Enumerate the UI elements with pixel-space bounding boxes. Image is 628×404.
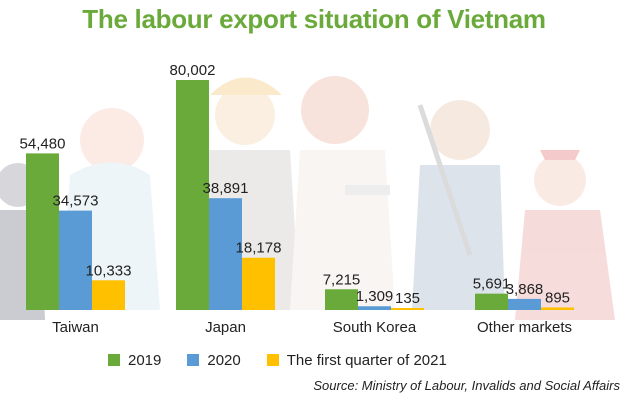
bar-south-korea-2020 (358, 306, 391, 310)
value-label-south-korea-q1-2021: 135 (395, 290, 420, 307)
category-label-japan: Japan (205, 319, 246, 336)
bar-south-korea-2019 (325, 289, 358, 310)
figure-chef-body (290, 150, 395, 310)
bar-south-korea-q1-2021 (391, 308, 424, 310)
figure-tray (345, 185, 390, 195)
value-label-south-korea-2020: 1,309 (356, 288, 394, 305)
category-label-other-markets: Other markets (477, 319, 572, 336)
value-label-taiwan-q1-2021: 10,333 (86, 262, 132, 279)
bar-taiwan-q1-2021 (92, 280, 125, 310)
legend-item-q1-2021: The first quarter of 2021 (266, 351, 447, 369)
figure-nurse-head (80, 108, 144, 172)
value-label-japan-2020: 38,891 (203, 180, 249, 197)
bar-taiwan-2020 (59, 210, 92, 310)
value-label-taiwan-2019: 54,480 (20, 135, 66, 152)
figure-pilot-body (412, 165, 505, 310)
bar-japan-2019 (176, 80, 209, 310)
value-label-other-markets-2019: 5,691 (473, 276, 511, 293)
value-label-other-markets-2020: 3,868 (506, 281, 544, 298)
value-label-other-markets-q1-2021: 895 (545, 289, 570, 306)
figure-chef-head (301, 76, 369, 144)
bar-japan-q1-2021 (242, 257, 275, 310)
legend-item-2019: 2019 (108, 352, 161, 369)
legend-label-q1-2021: The first quarter of 2021 (286, 351, 447, 369)
source-note: Source: Ministry of Labour, Invalids and… (313, 378, 620, 393)
chart-title: The labour export situation of Vietnam (82, 4, 546, 34)
legend: 2019 2020 The first quarter of 2021 (108, 350, 473, 370)
figure-worker-helmet (210, 77, 282, 95)
legend-label-2019: 2019 (128, 351, 162, 369)
category-label-taiwan: Taiwan (52, 319, 99, 336)
bar-other-markets-2020 (508, 298, 541, 310)
figure-worker-head (215, 85, 275, 145)
category-label-south-korea: South Korea (333, 319, 417, 336)
bar-taiwan-2019 (26, 153, 59, 310)
value-label-taiwan-2020: 34,573 (53, 193, 99, 210)
legend-swatch-q1-2021 (266, 354, 279, 366)
bar-other-markets-q1-2021 (541, 307, 574, 310)
figure-stewardess-hat (540, 150, 580, 160)
legend-swatch-2020 (187, 354, 200, 366)
figure-stick (417, 104, 473, 256)
figure-pilot-head (430, 100, 490, 160)
figure-stewardess-head (534, 154, 586, 206)
value-label-japan-q1-2021: 18,178 (236, 240, 282, 257)
bar-other-markets-2019 (475, 293, 508, 310)
bar-japan-2020 (209, 198, 242, 310)
value-label-japan-2019: 80,002 (170, 62, 216, 79)
figure-stewardess-body (515, 210, 615, 320)
legend-label-2020: 2020 (207, 351, 241, 369)
legend-swatch-2019 (108, 354, 120, 366)
legend-item-2020: 2020 (187, 351, 241, 369)
value-label-south-korea-2019: 7,215 (323, 271, 361, 288)
